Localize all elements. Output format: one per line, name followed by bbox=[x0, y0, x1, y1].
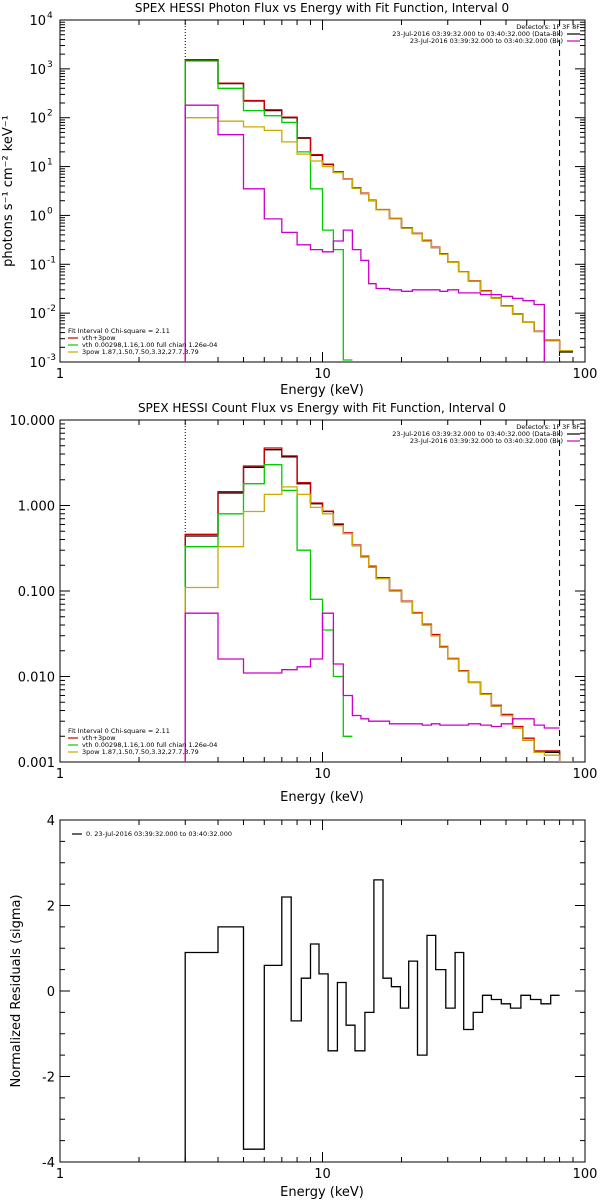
x-tick-label: 1 bbox=[56, 367, 64, 382]
y-tick-exponent: -2 bbox=[47, 304, 56, 314]
x-tick-label: 10 bbox=[314, 1167, 331, 1182]
legend-header: Detectors: 1F 3F 8F bbox=[516, 423, 580, 431]
x-tick-label: 100 bbox=[573, 1167, 598, 1182]
y-axis-label: Normalized Residuals (sigma) bbox=[9, 894, 24, 1087]
plot-frame bbox=[59, 419, 586, 763]
y-tick-label: 10 bbox=[29, 209, 46, 224]
y-tick-label: 10 bbox=[29, 307, 46, 322]
y-tick-label: 10 bbox=[29, 112, 46, 127]
y-tick-label: 4 bbox=[47, 814, 55, 829]
y-tick-label: 10 bbox=[29, 63, 46, 78]
series-group bbox=[184, 447, 573, 762]
y-tick-label: 0 bbox=[47, 985, 55, 1000]
axes: 1 10 100 -4 -2 0 2 4 bbox=[42, 814, 597, 1182]
legend-header: Fit Interval 0 Chi-square = 2.11 bbox=[68, 327, 170, 335]
y-tick-label: -4 bbox=[42, 1156, 55, 1171]
x-axis-label: Energy (keV) bbox=[280, 790, 364, 805]
legend-entry: 23-Jul-2016 03:39:32.000 to 03:40:32.000… bbox=[410, 437, 563, 445]
legend-bottom: Fit Interval 0 Chi-square = 2.11vth+3pow… bbox=[68, 727, 217, 756]
legend-bottom: Fit Interval 0 Chi-square = 2.11vth+3pow… bbox=[68, 327, 217, 356]
panel-title: SPEX HESSI Count Flux vs Energy with Fit… bbox=[138, 401, 506, 415]
count-flux-panel: SPEX HESSI Count Flux vs Energy with Fit… bbox=[10, 401, 598, 805]
y-tick-label: 1.000 bbox=[18, 500, 55, 515]
series-group bbox=[184, 58, 573, 362]
plot-frame bbox=[59, 819, 586, 1163]
series-line-4 bbox=[184, 104, 560, 362]
series-line-3 bbox=[184, 486, 573, 762]
series-line-3 bbox=[184, 117, 573, 362]
x-tick-label: 10 bbox=[314, 367, 331, 382]
y-tick-label: 0.100 bbox=[18, 585, 55, 600]
y-tick-exponent: -1 bbox=[47, 255, 56, 265]
legend-entry: vth 0.00298,1.16,1.00 full chian 1.26e-0… bbox=[82, 341, 217, 349]
legend-entry: vth+3pow bbox=[82, 734, 116, 742]
reference-lines bbox=[184, 420, 561, 762]
y-tick-exponent: -3 bbox=[47, 353, 56, 363]
legend-entry: vth 0.00298,1.16,1.00 full chian 1.26e-0… bbox=[82, 741, 217, 749]
x-tick-label: 10 bbox=[314, 767, 331, 782]
x-tick-label: 1 bbox=[56, 1167, 64, 1182]
y-tick-exponent: 4 bbox=[47, 11, 53, 21]
legend-top: 0. 23-Jul-2016 03:39:32.000 to 03:40:32.… bbox=[72, 830, 232, 838]
y-tick-exponent: 0 bbox=[47, 206, 53, 216]
y-tick-label: 10 bbox=[29, 161, 46, 176]
y-tick-label: 10 bbox=[29, 356, 46, 371]
reference-lines bbox=[184, 20, 561, 362]
y-tick-label: 0.001 bbox=[18, 756, 55, 771]
x-tick-label: 100 bbox=[573, 367, 598, 382]
y-tick-exponent: 1 bbox=[47, 158, 53, 168]
photon-flux-panel: SPEX HESSI Photon Flux vs Energy with Fi… bbox=[1, 1, 597, 398]
x-tick-label: 1 bbox=[56, 767, 64, 782]
y-tick-label: 10 bbox=[29, 258, 46, 273]
series-line-2 bbox=[184, 60, 353, 362]
legend-entry: 23-Jul-2016 03:39:32.000 to 03:40:32.000… bbox=[410, 37, 563, 45]
x-axis-label: Energy (keV) bbox=[280, 383, 364, 398]
legend-entry: 23-Jul-2016 03:39:32.000 to 03:40:32.000… bbox=[392, 430, 563, 438]
legend-header: Fit Interval 0 Chi-square = 2.11 bbox=[68, 727, 170, 735]
series-line-0 bbox=[184, 879, 560, 1162]
y-tick-label: 10.000 bbox=[10, 414, 56, 429]
legend-entry: 23-Jul-2016 03:39:32.000 to 03:40:32.000… bbox=[392, 30, 563, 38]
x-axis-label: Energy (keV) bbox=[280, 1185, 364, 1200]
y-tick-exponent: 3 bbox=[47, 60, 53, 70]
y-tick-label: 0.010 bbox=[18, 671, 55, 686]
x-tick-label: 100 bbox=[573, 767, 598, 782]
y-axis-label: photons s⁻¹ cm⁻² keV⁻¹ bbox=[1, 115, 16, 267]
legend-entry: 0. 23-Jul-2016 03:39:32.000 to 03:40:32.… bbox=[86, 830, 232, 838]
legend-header: Detectors: 1F 3F 8F bbox=[516, 23, 580, 31]
y-tick-label: 2 bbox=[47, 900, 55, 915]
y-tick-exponent: 2 bbox=[47, 109, 53, 119]
series-line-4 bbox=[184, 612, 560, 762]
axes: 1 10 100 0.001 0.010 0.100 1.000 10.000 bbox=[10, 414, 598, 782]
series-group bbox=[184, 879, 560, 1162]
y-tick-label: -2 bbox=[42, 1071, 55, 1086]
legend-entry: 3pow 1.87,1.50,7.50,3.32,27.7,3.79 bbox=[82, 748, 199, 756]
panel-title: SPEX HESSI Photon Flux vs Energy with Fi… bbox=[135, 1, 509, 15]
residuals-panel: 1 10 100 -4 -2 0 2 4 0. 23-Jul-2016 03:39:32.00… bbox=[9, 814, 597, 1200]
legend-entry: vth+3pow bbox=[82, 334, 116, 342]
legend-entry: 3pow 1.87,1.50,7.50,3.32,27.7,3.79 bbox=[82, 348, 199, 356]
y-tick-label: 10 bbox=[29, 14, 46, 29]
